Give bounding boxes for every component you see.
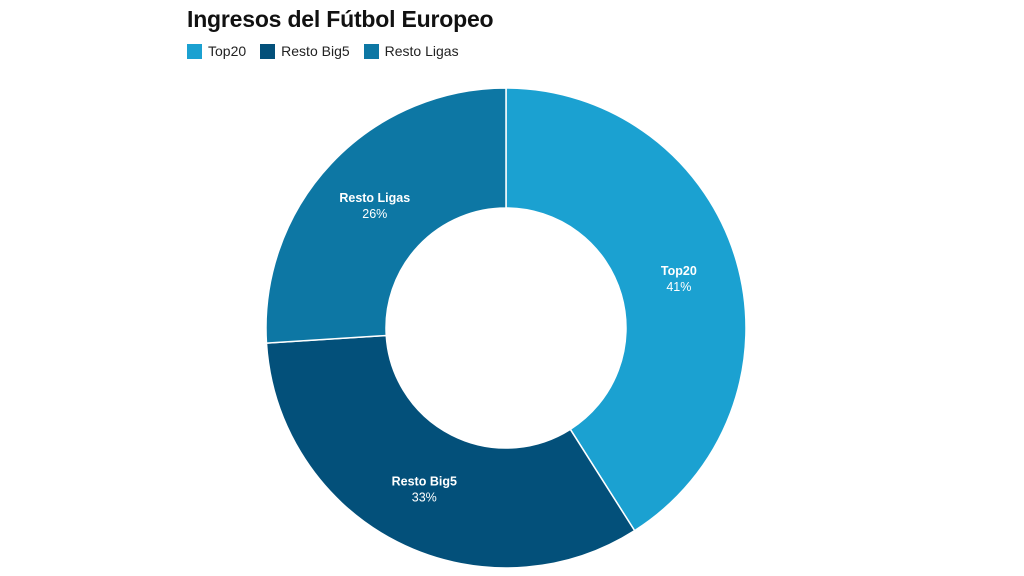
legend-label-resto-ligas: Resto Ligas (384, 43, 459, 59)
slice-value-top20: 41% (666, 280, 691, 294)
slice-label-resto-ligas: Resto Ligas (339, 191, 410, 205)
legend-label-resto-big5: Resto Big5 (281, 43, 350, 59)
legend: Top20 Resto Big5 Resto Ligas (187, 43, 459, 59)
slice-value-resto-ligas: 26% (362, 207, 387, 221)
legend-item-resto-ligas: Resto Ligas (363, 43, 459, 59)
legend-item-top20: Top20 (187, 43, 246, 59)
slice-label-resto-big5: Resto Big5 (392, 474, 457, 488)
legend-swatch-top20 (187, 43, 202, 59)
legend-label-top20: Top20 (208, 43, 247, 59)
slice-label-top20: Top20 (661, 264, 697, 278)
donut-slice-resto-ligas (265, 87, 507, 344)
slice-value-resto-big5: 33% (412, 490, 437, 504)
legend-swatch-resto-ligas (363, 43, 379, 59)
legend-swatch-resto-big5 (260, 43, 276, 59)
donut-slice-resto-big5 (265, 334, 636, 569)
legend-item-resto-big5: Resto Big5 (260, 43, 350, 59)
donut-slice-top20 (505, 87, 747, 532)
donut-slices (265, 87, 747, 569)
chart-title: Ingresos del Fútbol Europeo (187, 6, 494, 32)
donut-labels: Top20 41% Resto Big5 33% Resto Ligas 26% (339, 191, 696, 505)
